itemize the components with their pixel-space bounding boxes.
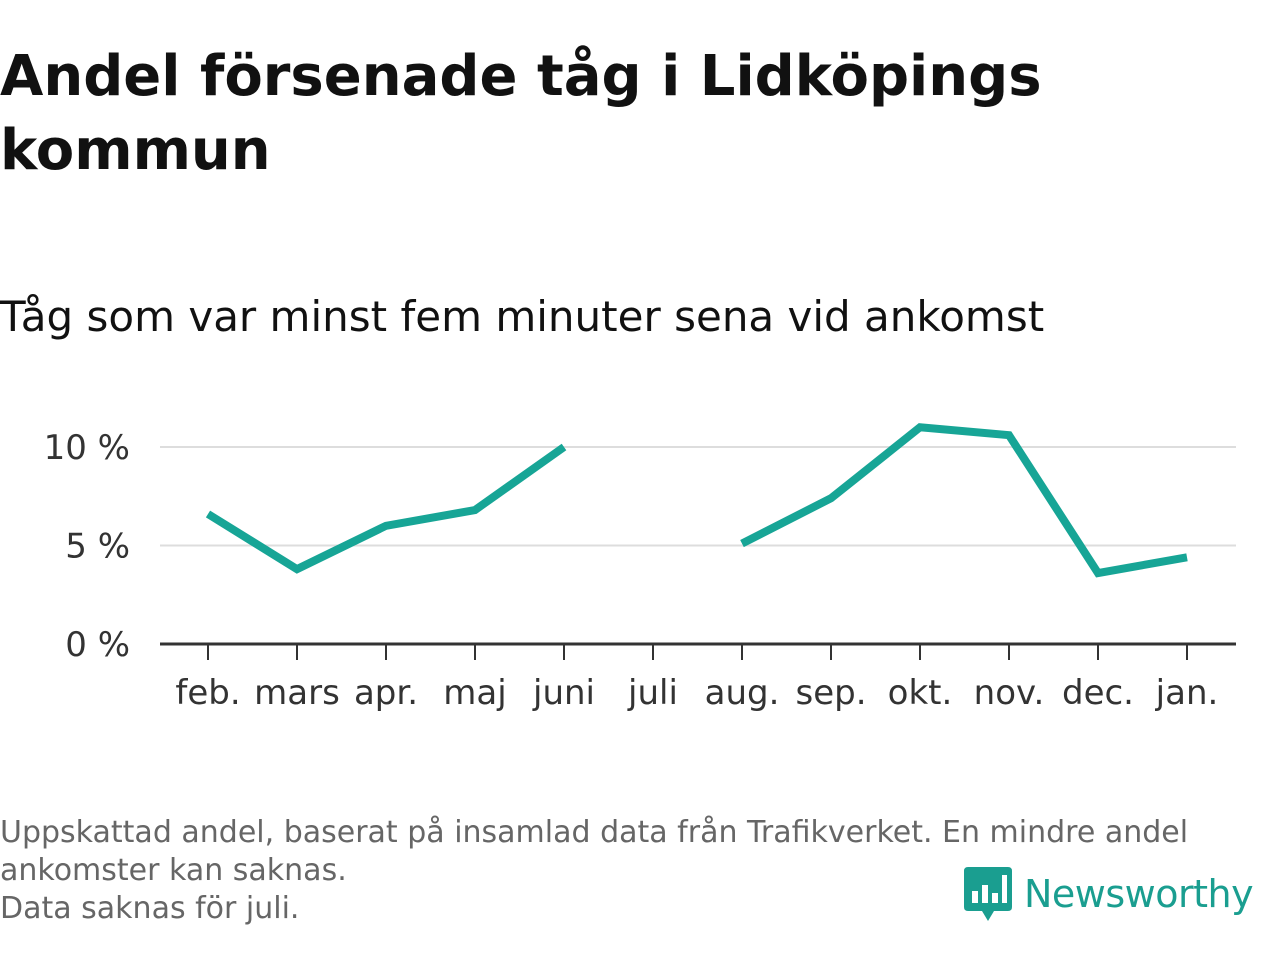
brand-logo: Newsworthy (962, 860, 1280, 928)
x-tick-label: sep. (795, 673, 866, 713)
x-tick-label: dec. (1062, 673, 1134, 713)
data-point (382, 522, 390, 530)
x-tick-label: feb. (175, 673, 240, 713)
footer-note-line-1: Uppskattad andel, baserat på insamlad da… (0, 815, 1189, 850)
data-point (471, 506, 479, 514)
newsworthy-logo-icon (964, 867, 1012, 921)
series-line (205, 443, 567, 574)
footer-note-line-2: ankomster kan saknas. (0, 853, 347, 888)
data-point (738, 540, 746, 548)
footer-notes: Uppskattad andel, baserat på insamlad da… (0, 814, 1270, 928)
x-tick-label: apr. (354, 673, 418, 713)
chart-title: Andel försenade tåg i Lidköpings kommun (0, 44, 1042, 183)
data-point (1094, 569, 1102, 577)
x-tick-label: juli (627, 673, 678, 713)
data-point (1183, 553, 1191, 561)
x-tick-label: nov. (974, 673, 1045, 713)
x-tick-label: mars (254, 673, 340, 713)
x-tick-label: juni (532, 673, 595, 713)
x-tick-label: maj (443, 673, 506, 713)
footer-note-line-3: Data saknas för juli. (0, 891, 300, 926)
data-point (827, 494, 835, 502)
x-tick-label: aug. (705, 673, 780, 713)
line-chart: 0 % 5 % 10 % feb. mars apr. maj juni juli aug. sep… (44, 423, 1236, 713)
y-tick-label: 10 % (44, 428, 130, 468)
x-tick-label: okt. (888, 673, 953, 713)
chart-subtitle: Tåg som var minst fem minuter sena vid a… (0, 292, 1045, 341)
x-tick-label: jan. (1155, 673, 1219, 713)
data-point (293, 565, 301, 573)
data-point (560, 443, 568, 451)
series-line (740, 423, 1188, 578)
data-point (1005, 431, 1013, 439)
brand-name: Newsworthy (1024, 872, 1254, 916)
y-tick-label: 0 % (65, 625, 130, 665)
data-point (916, 423, 924, 431)
y-tick-label: 5 % (65, 527, 130, 567)
data-point (204, 510, 212, 518)
